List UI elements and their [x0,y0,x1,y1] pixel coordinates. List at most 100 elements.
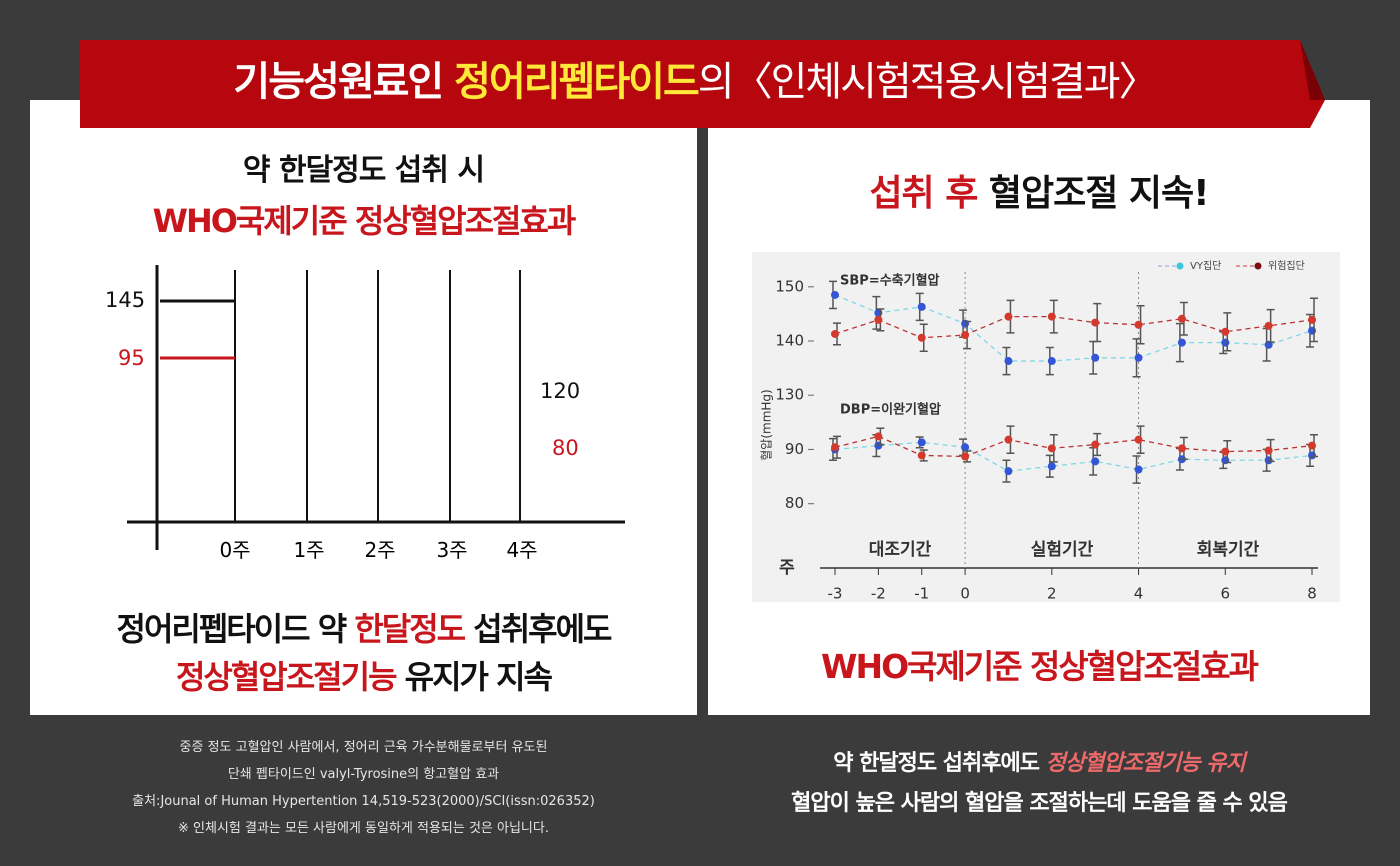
series-line [834,294,1313,362]
title-highlight: 정어리펩타이드 [454,59,700,105]
x-tick-label: 6 [1220,585,1230,603]
text: 섭취후에도 [464,610,612,648]
data-point [1047,462,1056,471]
data-point [1091,353,1100,362]
panel-label: SBP=수축기혈압 [840,273,940,289]
diagram-label: 145 [105,288,146,312]
bp-chart: -3 -2 -1 0 2 4 6 8 주 대조기간 실험기간 회복기간 혈압(mmHg) VY집단 위험집단… [760,259,1318,603]
data-point [1221,338,1230,347]
data-point [917,438,926,447]
week-label: 1주 [293,538,325,562]
heading: 섭취 후 혈압조절 지속! [708,164,1370,216]
data-point [1308,315,1316,324]
data-point [1308,326,1316,335]
week-label: 0주 [219,538,251,562]
data-point [831,290,839,299]
data-point [1134,435,1143,444]
data-point [1264,446,1273,455]
title-part: 기능성원료인 [233,59,455,105]
text: 정상혈압조절기능 [175,658,398,696]
data-point [1047,357,1056,366]
y-tick-label: 130 [775,386,804,404]
footnote-line: 중증 정도 고혈압인 사람에서, 정어리 근육 가수분해물로부터 유도된 [179,740,548,755]
banner [80,40,1325,128]
data-point [961,331,970,340]
data-point [1004,357,1013,366]
left-panel [30,100,697,715]
x-axis-label: 주 [779,558,795,578]
x-tick-label: 2 [1047,585,1057,603]
x-tick-label: -3 [828,585,843,603]
left-diagram [127,265,625,550]
data-point [1264,321,1273,330]
data-point [1177,314,1186,323]
data-point [831,443,839,452]
footer-message: 약 한달정도 섭취후에도 정상혈압조절기능 유지 혈압이 높은 사람의 혈압을 … [708,744,1370,824]
x-tick-label: 0 [960,585,970,603]
panel-label: DBP=이완기혈압 [840,402,941,418]
data-point [874,308,883,317]
data-point [874,315,883,324]
data-point [961,452,970,461]
data-point [1264,456,1273,465]
period-label: 대조기간 [869,540,932,560]
data-point [1004,467,1013,476]
data-point [831,329,839,338]
summary: 정어리펩타이드 약 한달정도 섭취후에도 [30,604,697,650]
data-point [1308,451,1316,460]
diagram-label: 95 [118,346,145,370]
period-label: 실험기간 [1031,539,1094,560]
series-line [834,441,1313,472]
data-point [1177,338,1186,347]
y-tick-label: 150 [775,277,804,295]
data-point [1047,312,1056,321]
data-point [1134,465,1143,474]
y-axis-label: 혈압(mmHg) [760,389,774,460]
data-point [1221,327,1230,336]
diagram-label: 120 [540,379,581,403]
legend-label: VY집단 [1190,260,1221,272]
text: 정상혈압조절기능 유지 [1045,751,1246,776]
heading: WHO국제기준 정상혈압조절효과 [152,202,577,240]
footnote-line: 단쇄 펩타이드인 valyl-Tyrosine의 항고혈압 효과 [227,767,500,782]
x-tick-label: -1 [914,585,929,603]
data-point [917,333,926,342]
text: 섭취 후 [869,173,978,214]
text: 한달정도 [354,610,466,648]
data-point [1091,440,1100,449]
x-tick-label: 4 [1134,585,1144,603]
legend-dot [1176,262,1184,270]
data-point [1004,312,1013,321]
week-label: 2주 [364,538,396,562]
data-point [1177,444,1186,453]
period-label: 회복기간 [1197,540,1260,560]
summary: 정상혈압조절기능 유지가 지속 [30,652,697,698]
y-tick-label: 140 [775,332,804,350]
data-point [1004,435,1013,444]
data-point [961,443,970,452]
text: 정어리펩타이드 약 [116,610,355,648]
legend-dot [1254,262,1262,270]
footer-line: 약 한달정도 섭취후에도 정상혈압조절기능 유지 [708,744,1370,784]
data-point [1091,457,1100,466]
series-line [834,435,1313,458]
data-point [1091,318,1100,327]
text: 유지가 지속 [395,658,553,696]
data-point [1134,353,1143,362]
data-point [874,432,883,441]
banner-title: 기능성원료인 정어리펩타이드의〈인체시험적용시험결과〉 [80,46,1310,118]
legend-label: 위험집단 [1268,259,1305,272]
footnote: 중증 정도 고혈압인 사람에서, 정어리 근육 가수분해물로부터 유도된 단쇄 … [30,734,697,842]
data-point [1221,447,1230,456]
week-label: 3주 [436,538,468,562]
summary: WHO국제기준 정상혈압조절효과 [821,647,1259,686]
data-point [917,302,926,311]
text: 혈압조절 지속! [977,173,1210,214]
text: 약 한달정도 섭취후에도 [833,751,1046,776]
week-label: 4주 [506,538,538,562]
diagram-label: 80 [552,436,579,460]
footnote-line: 출처:Jounal of Human Hypertention 14,519-5… [132,794,595,809]
data-point [1047,444,1056,453]
y-tick-label: 80 [785,494,804,512]
